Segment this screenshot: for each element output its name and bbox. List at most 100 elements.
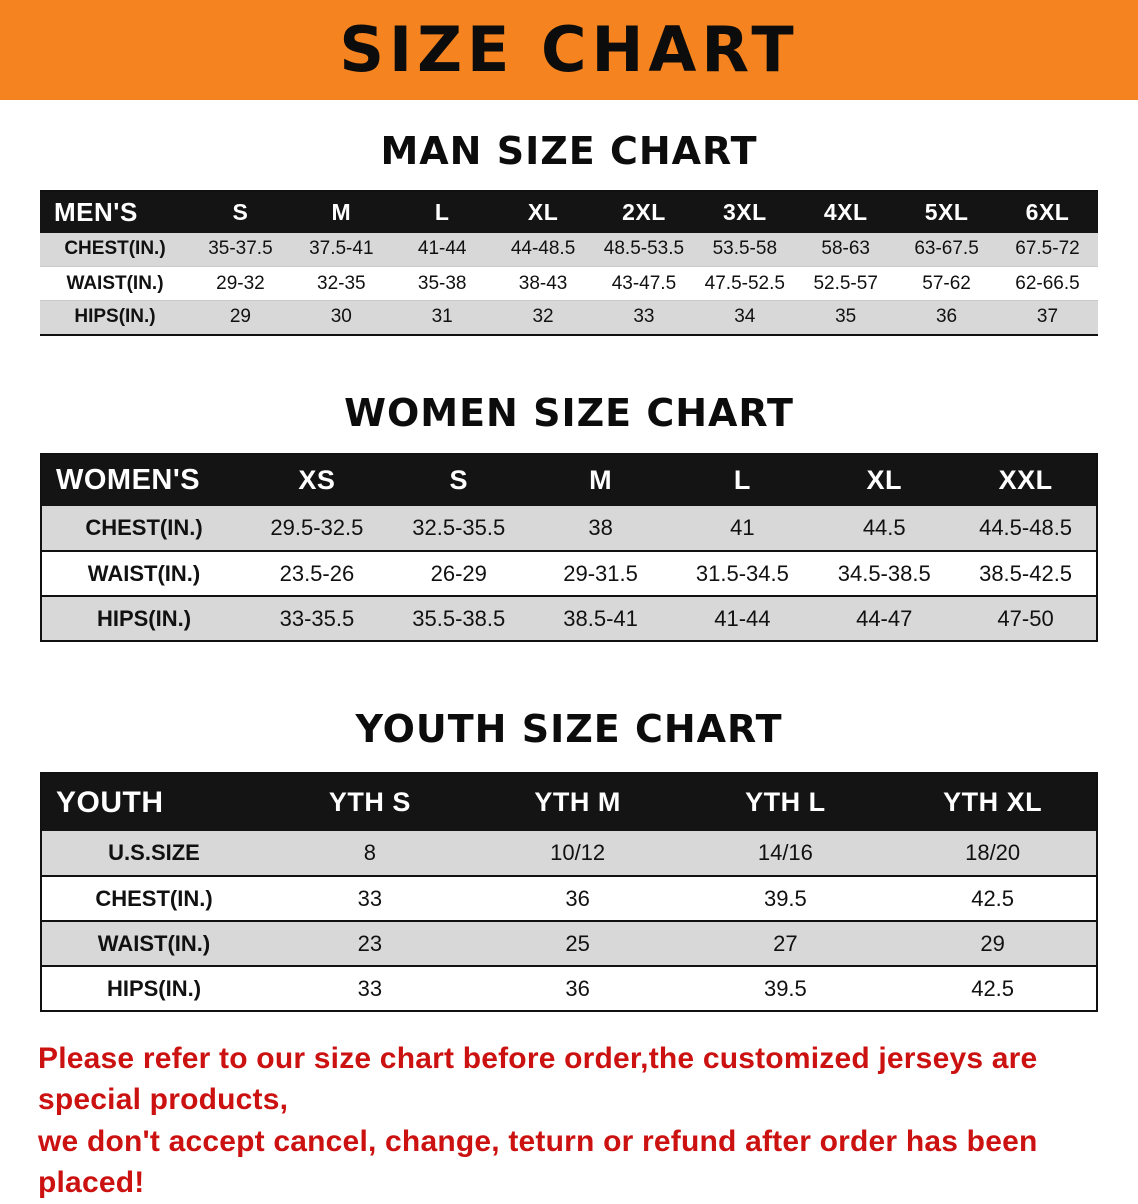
value-cell: 33 xyxy=(357,975,383,1001)
measure-label-cell: U.S.SIZE xyxy=(108,840,200,866)
size-header-cell: L xyxy=(391,190,493,233)
value-cell: 31 xyxy=(431,306,453,328)
women-section: WOMEN SIZE CHART WOMEN'S XS S M L XL XXL CHEST(… xyxy=(0,390,1138,643)
value-cell: 47-50 xyxy=(997,605,1054,631)
size-header-cell: S xyxy=(387,454,530,507)
value-cell: 29-31.5 xyxy=(563,560,638,586)
value-cell: 67.5-72 xyxy=(1015,238,1080,260)
value-cell: 63-67.5 xyxy=(914,238,979,260)
disclaimer-line-2: we don't accept cancel, change, teturn o… xyxy=(38,1124,1038,1200)
value-cell: 23.5-26 xyxy=(279,560,355,586)
value-cell: 10/12 xyxy=(550,840,606,866)
value-cell: 32-35 xyxy=(317,272,366,294)
men-chart-heading: MAN SIZE CHART xyxy=(380,129,758,173)
men-section: MAN SIZE CHART MEN'S S M L XL 2XL 3XL 4XL 5XL 6XL… xyxy=(0,129,1138,336)
value-cell: 33 xyxy=(633,306,655,328)
value-cell: 33 xyxy=(357,885,383,911)
size-header-cell: XL xyxy=(492,190,594,233)
size-header-cell: YTH XL xyxy=(889,773,1097,832)
value-cell: 37 xyxy=(1036,306,1059,328)
value-cell: 38 xyxy=(588,515,613,541)
table-header-row: MEN'S S M L XL 2XL 3XL 4XL 5XL 6XL xyxy=(40,190,1098,233)
table-row: WAIST(IN.) 23 25 27 29 xyxy=(41,921,1097,967)
value-cell: 36 xyxy=(565,885,590,911)
value-cell: 48.5-53.5 xyxy=(603,238,685,260)
value-cell: 53.5-58 xyxy=(712,238,778,260)
value-cell: 43-47.5 xyxy=(611,272,677,294)
size-header-cell: YTH S xyxy=(266,773,474,832)
disclaimer-line-1: Please refer to our size chart before or… xyxy=(38,1042,1038,1117)
women-size-table: WOMEN'S XS S M L XL XXL CHEST(IN.) 29.5-32.5 32.5… xyxy=(40,453,1098,643)
value-cell: 38-43 xyxy=(518,272,568,294)
measure-label-cell: HIPS(IN.) xyxy=(96,605,192,631)
table-row: WAIST(IN.) 23.5-26 26-29 29-31.5 31.5-34.5 34… xyxy=(41,551,1097,597)
measure-label-cell: CHEST(IN.) xyxy=(85,515,203,541)
value-cell: 44.5-48.5 xyxy=(979,515,1073,541)
table-row: HIPS(IN.) 29 30 31 32 33 34 35 36 37 xyxy=(40,300,1098,335)
value-cell: 42.5 xyxy=(971,975,1015,1001)
value-cell: 37.5-41 xyxy=(309,238,374,260)
table-title-cell: MEN'S xyxy=(40,190,190,233)
value-cell: 25 xyxy=(565,930,590,956)
size-header-cell: YTH M xyxy=(473,773,682,832)
value-cell: 42.5 xyxy=(971,885,1015,911)
value-cell: 35-38 xyxy=(417,272,467,294)
value-cell: 29 xyxy=(229,306,251,328)
value-cell: 34.5-38.5 xyxy=(837,560,931,586)
women-chart-heading: WOMEN SIZE CHART xyxy=(344,390,794,435)
measure-label-cell: CHEST(IN.) xyxy=(95,885,213,911)
youth-chart-heading: YOUTH SIZE CHART xyxy=(355,707,783,752)
value-cell: 47.5-52.5 xyxy=(704,272,785,294)
size-header-cell: L xyxy=(671,454,814,507)
value-cell: 29.5-32.5 xyxy=(270,515,364,541)
table-row: WAIST(IN.) 29-32 32-35 35-38 38-43 43-47.5 47.… xyxy=(40,266,1098,301)
value-cell: 29 xyxy=(980,930,1005,956)
value-cell: 44.5 xyxy=(862,515,906,541)
table-row: CHEST(IN.) 35-37.5 37.5-41 41-44 44-48.5 48.5… xyxy=(40,232,1098,267)
table-row: U.S.SIZE 8 10/12 14/16 18/20 xyxy=(41,831,1097,877)
size-header-cell: 3XL xyxy=(694,190,796,233)
size-header-cell: XL xyxy=(813,454,956,507)
youth-size-table: YOUTH YTH S YTH M YTH L YTH XL U.S.SIZE 8 10/12… xyxy=(40,772,1098,1013)
size-header-cell: 2XL xyxy=(593,190,695,233)
table-row: HIPS(IN.) 33 36 39.5 42.5 xyxy=(41,966,1097,1012)
measure-label-cell: CHEST(IN.) xyxy=(64,238,166,260)
table-row: CHEST(IN.) 33 36 39.5 42.5 xyxy=(41,876,1097,922)
value-cell: 14/16 xyxy=(757,840,813,866)
value-cell: 38.5-41 xyxy=(563,605,638,631)
value-cell: 58-63 xyxy=(821,238,870,260)
size-header-cell: YTH L xyxy=(681,773,890,832)
table-title-cell: YOUTH xyxy=(41,773,266,832)
value-cell: 38.5-42.5 xyxy=(979,560,1073,586)
size-chart-title: SIZE CHART xyxy=(339,13,799,86)
value-cell: 32.5-35.5 xyxy=(412,515,506,541)
table-row: HIPS(IN.) 33-35.5 35.5-38.5 38.5-41 41-44 44-… xyxy=(41,596,1097,642)
value-cell: 8 xyxy=(363,840,376,866)
value-cell: 44-48.5 xyxy=(510,238,576,260)
size-header-cell: XXL xyxy=(955,454,1097,507)
size-header-cell: XS xyxy=(246,454,388,507)
value-cell: 39.5 xyxy=(763,885,807,911)
value-cell: 29-32 xyxy=(216,272,265,294)
measure-label-cell: WAIST(IN.) xyxy=(66,272,164,294)
measure-label-cell: WAIST(IN.) xyxy=(87,560,201,586)
value-cell: 23 xyxy=(357,930,383,956)
value-cell: 26-29 xyxy=(430,560,487,586)
value-cell: 57-62 xyxy=(922,272,971,294)
value-cell: 31.5-34.5 xyxy=(695,560,789,586)
measure-label-cell: HIPS(IN.) xyxy=(106,975,202,1001)
measure-label-cell: HIPS(IN.) xyxy=(74,306,156,328)
youth-section: YOUTH SIZE CHART YOUTH YTH S YTH M YTH L YTH… xyxy=(0,707,1138,1013)
value-cell: 35 xyxy=(835,306,857,328)
table-row: CHEST(IN.) 29.5-32.5 32.5-35.5 38 41 44.5 44.5… xyxy=(41,506,1097,552)
value-cell: 32 xyxy=(532,306,554,328)
value-cell: 33-35.5 xyxy=(279,605,355,631)
value-cell: 36 xyxy=(565,975,590,1001)
value-cell: 41-44 xyxy=(714,605,771,631)
value-cell: 35.5-38.5 xyxy=(412,605,506,631)
value-cell: 41 xyxy=(730,515,755,541)
value-cell: 52.5-57 xyxy=(813,272,878,294)
value-cell: 18/20 xyxy=(965,840,1021,866)
value-cell: 35-37.5 xyxy=(208,238,273,260)
value-cell: 62-66.5 xyxy=(1015,272,1080,294)
